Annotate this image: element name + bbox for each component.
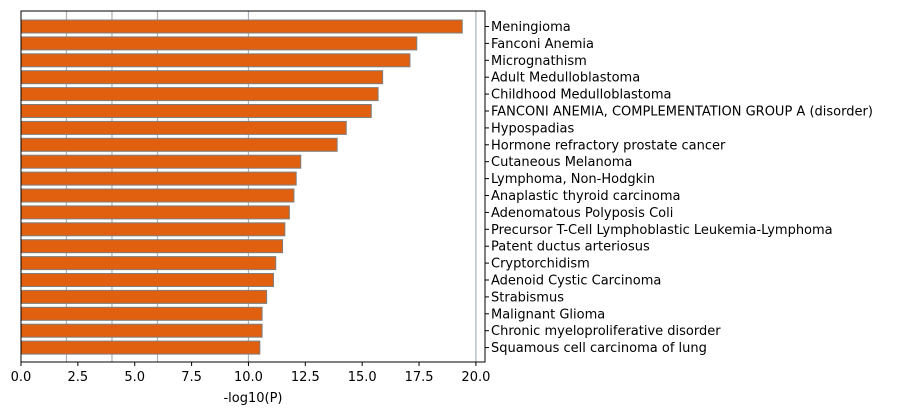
plot-frame — [20, 10, 486, 363]
bar — [20, 188, 295, 203]
category-label: Hormone refractory prostate cancer — [491, 138, 726, 153]
x-tick-label: 0.0 — [11, 370, 32, 385]
bar — [20, 104, 372, 118]
bars — [20, 19, 463, 355]
x-axis-ticks: 0.0 2.5 5.0 7.5 10.0 12.5 15.0 17.5 20.0 — [11, 362, 490, 385]
category-label: Childhood Medulloblastoma — [491, 88, 672, 103]
bar — [20, 70, 384, 85]
category-label: Precursor T-Cell Lymphoblastic Leukemia-… — [491, 223, 833, 238]
x-tick-label: 5.0 — [124, 370, 145, 385]
x-tick-label: 2.5 — [68, 370, 89, 385]
category-label: Squamous cell carcinoma of lung — [491, 341, 707, 356]
bar — [20, 36, 418, 51]
bar — [20, 120, 347, 135]
category-label: Fanconi Anemia — [491, 37, 594, 52]
bar — [20, 171, 297, 186]
bar — [20, 205, 290, 220]
bar — [20, 87, 379, 102]
bar — [20, 289, 268, 304]
category-label: Lymphoma, Non-Hodgkin — [491, 172, 655, 187]
bar — [20, 53, 411, 68]
category-label: Hypospadias — [491, 121, 574, 136]
category-label: Meningioma — [491, 20, 571, 35]
category-label: Cutaneous Melanoma — [491, 155, 632, 170]
x-tick-label: 15.0 — [348, 370, 377, 385]
x-tick-label: 12.5 — [291, 370, 320, 385]
category-label: Anaplastic thyroid carcinoma — [491, 189, 680, 204]
category-label: Cryptorchidism — [491, 257, 590, 272]
category-label: Chronic myeloproliferative disorder — [491, 324, 721, 339]
bar — [20, 137, 338, 152]
bar — [20, 239, 284, 254]
bar — [20, 340, 261, 355]
bar — [20, 19, 463, 34]
category-label: Strabismus — [491, 290, 564, 305]
category-labels: Meningioma Fanconi Anemia Micrognathism Adu… — [485, 20, 873, 356]
category-label: Micrognathism — [491, 54, 587, 69]
bar — [20, 306, 263, 321]
bar — [20, 222, 286, 237]
category-label: Adult Medulloblastoma — [491, 71, 640, 86]
x-axis-label: -log10(P) — [223, 391, 282, 406]
x-tick-label: 17.5 — [405, 370, 434, 385]
x-tick-label: 20.0 — [461, 370, 490, 385]
bar — [20, 256, 277, 271]
bar — [20, 273, 274, 287]
bar — [20, 323, 263, 338]
category-label: FANCONI ANEMIA, COMPLEMENTATION GROUP A … — [491, 105, 873, 120]
x-tick-label: 7.5 — [181, 370, 202, 385]
bar — [20, 154, 302, 169]
category-label: Adenomatous Polyposis Coli — [491, 206, 673, 221]
category-label: Malignant Glioma — [491, 307, 605, 322]
category-label: Patent ductus arteriosus — [491, 240, 650, 255]
category-label: Adenoid Cystic Carcinoma — [491, 274, 661, 289]
x-tick-label: 10.0 — [234, 370, 263, 385]
